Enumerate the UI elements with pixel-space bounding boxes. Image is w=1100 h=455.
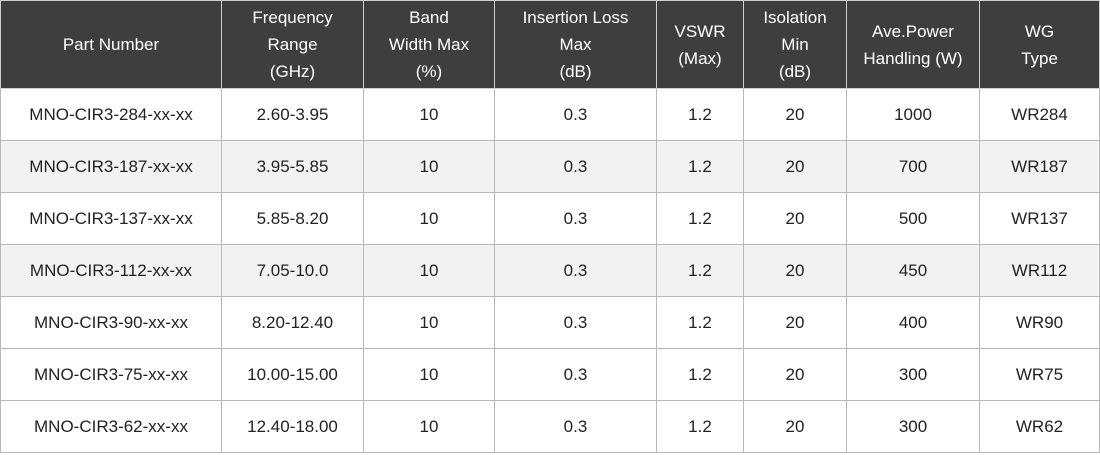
header-line: Width Max <box>388 35 470 54</box>
cell-insertion-loss: 0.3 <box>494 244 657 297</box>
cell-wg-type: WR75 <box>979 348 1100 401</box>
header-line: Insertion Loss <box>522 8 629 27</box>
cell-insertion-loss: 0.3 <box>494 140 657 193</box>
cell-power-handling: 300 <box>846 400 980 453</box>
cell-part-number: MNO-CIR3-90-xx-xx <box>0 296 222 349</box>
table-row: MNO-CIR3-187-xx-xx 3.95-5.85 10 0.3 1.2 … <box>0 140 1100 193</box>
cell-power-handling: 300 <box>846 348 980 401</box>
table-row: MNO-CIR3-284-xx-xx 2.60-3.95 10 0.3 1.2 … <box>0 88 1100 141</box>
cell-band-width: 10 <box>363 244 495 297</box>
cell-isolation: 20 <box>743 192 847 245</box>
col-header-band-width: Band Width Max (%) <box>363 0 495 89</box>
cell-wg-type: WR62 <box>979 400 1100 453</box>
cell-band-width: 10 <box>363 348 495 401</box>
cell-insertion-loss: 0.3 <box>494 192 657 245</box>
header-line: VSWR <box>674 21 726 41</box>
cell-part-number: MNO-CIR3-284-xx-xx <box>0 88 222 141</box>
col-header-power-handling: Ave.Power Handling (W) <box>846 0 980 89</box>
cell-vswr: 1.2 <box>656 244 744 297</box>
header-line: WG <box>1024 21 1055 41</box>
table-row: MNO-CIR3-137-xx-xx 5.85-8.20 10 0.3 1.2 … <box>0 192 1100 245</box>
cell-isolation: 20 <box>743 88 847 141</box>
table-row: MNO-CIR3-75-xx-xx 10.00-15.00 10 0.3 1.2… <box>0 348 1100 401</box>
table-row: MNO-CIR3-62-xx-xx 12.40-18.00 10 0.3 1.2… <box>0 400 1100 453</box>
header-line: (Max) <box>678 48 722 68</box>
cell-isolation: 20 <box>743 400 847 453</box>
col-header-isolation: Isolation Min (dB) <box>743 0 847 89</box>
header-line: (%) <box>415 62 443 81</box>
col-header-insertion-loss: Insertion Loss Max (dB) <box>494 0 657 89</box>
cell-frequency-range: 8.20-12.40 <box>221 296 364 349</box>
cell-frequency-range: 2.60-3.95 <box>221 88 364 141</box>
cell-wg-type: WR284 <box>979 88 1100 141</box>
cell-isolation: 20 <box>743 348 847 401</box>
cell-vswr: 1.2 <box>656 348 744 401</box>
cell-frequency-range: 10.00-15.00 <box>221 348 364 401</box>
cell-vswr: 1.2 <box>656 88 744 141</box>
header-line: (GHz) <box>269 62 316 81</box>
cell-power-handling: 400 <box>846 296 980 349</box>
cell-band-width: 10 <box>363 140 495 193</box>
cell-wg-type: WR112 <box>979 244 1100 297</box>
cell-band-width: 10 <box>363 192 495 245</box>
cell-vswr: 1.2 <box>656 400 744 453</box>
cell-frequency-range: 12.40-18.00 <box>221 400 364 453</box>
header-line: Part Number <box>62 35 160 54</box>
header-line: Range <box>267 35 318 54</box>
cell-band-width: 10 <box>363 400 495 453</box>
cell-band-width: 10 <box>363 296 495 349</box>
header-line: Ave.Power <box>872 21 954 41</box>
cell-power-handling: 700 <box>846 140 980 193</box>
cell-frequency-range: 3.95-5.85 <box>221 140 364 193</box>
cell-band-width: 10 <box>363 88 495 141</box>
cell-part-number: MNO-CIR3-75-xx-xx <box>0 348 222 401</box>
col-header-frequency-range: Frequency Range (GHz) <box>221 0 364 89</box>
header-row: Part Number Frequency Range (GHz) Band W… <box>0 0 1100 89</box>
cell-wg-type: WR90 <box>979 296 1100 349</box>
cell-power-handling: 500 <box>846 192 980 245</box>
cell-isolation: 20 <box>743 244 847 297</box>
cell-wg-type: WR137 <box>979 192 1100 245</box>
header-line: Min <box>781 35 809 54</box>
col-header-part-number: Part Number <box>0 0 222 89</box>
header-line: Isolation <box>763 8 827 27</box>
header-line: Max <box>559 35 592 54</box>
col-header-vswr: VSWR (Max) <box>656 0 744 89</box>
cell-isolation: 20 <box>743 140 847 193</box>
cell-frequency-range: 7.05-10.0 <box>221 244 364 297</box>
cell-isolation: 20 <box>743 296 847 349</box>
header-line: Frequency <box>252 8 333 27</box>
header-line: Band <box>409 8 449 27</box>
cell-part-number: MNO-CIR3-187-xx-xx <box>0 140 222 193</box>
cell-part-number: MNO-CIR3-137-xx-xx <box>0 192 222 245</box>
cell-insertion-loss: 0.3 <box>494 296 657 349</box>
cell-part-number: MNO-CIR3-112-xx-xx <box>0 244 222 297</box>
cell-part-number: MNO-CIR3-62-xx-xx <box>0 400 222 453</box>
cell-power-handling: 1000 <box>846 88 980 141</box>
col-header-wg-type: WG Type <box>979 0 1100 89</box>
cell-insertion-loss: 0.3 <box>494 400 657 453</box>
cell-vswr: 1.2 <box>656 192 744 245</box>
table-header: Part Number Frequency Range (GHz) Band W… <box>0 0 1100 89</box>
table-row: MNO-CIR3-90-xx-xx 8.20-12.40 10 0.3 1.2 … <box>0 296 1100 349</box>
table-body: MNO-CIR3-284-xx-xx 2.60-3.95 10 0.3 1.2 … <box>0 88 1100 453</box>
header-line: (dB) <box>559 62 592 81</box>
cell-insertion-loss: 0.3 <box>494 88 657 141</box>
header-line: Handling (W) <box>863 48 963 68</box>
cell-insertion-loss: 0.3 <box>494 348 657 401</box>
cell-vswr: 1.2 <box>656 296 744 349</box>
cell-power-handling: 450 <box>846 244 980 297</box>
cell-frequency-range: 5.85-8.20 <box>221 192 364 245</box>
table-row: MNO-CIR3-112-xx-xx 7.05-10.0 10 0.3 1.2 … <box>0 244 1100 297</box>
cell-wg-type: WR187 <box>979 140 1100 193</box>
header-line: Type <box>1021 48 1058 68</box>
cell-vswr: 1.2 <box>656 140 744 193</box>
header-line: (dB) <box>778 62 812 81</box>
